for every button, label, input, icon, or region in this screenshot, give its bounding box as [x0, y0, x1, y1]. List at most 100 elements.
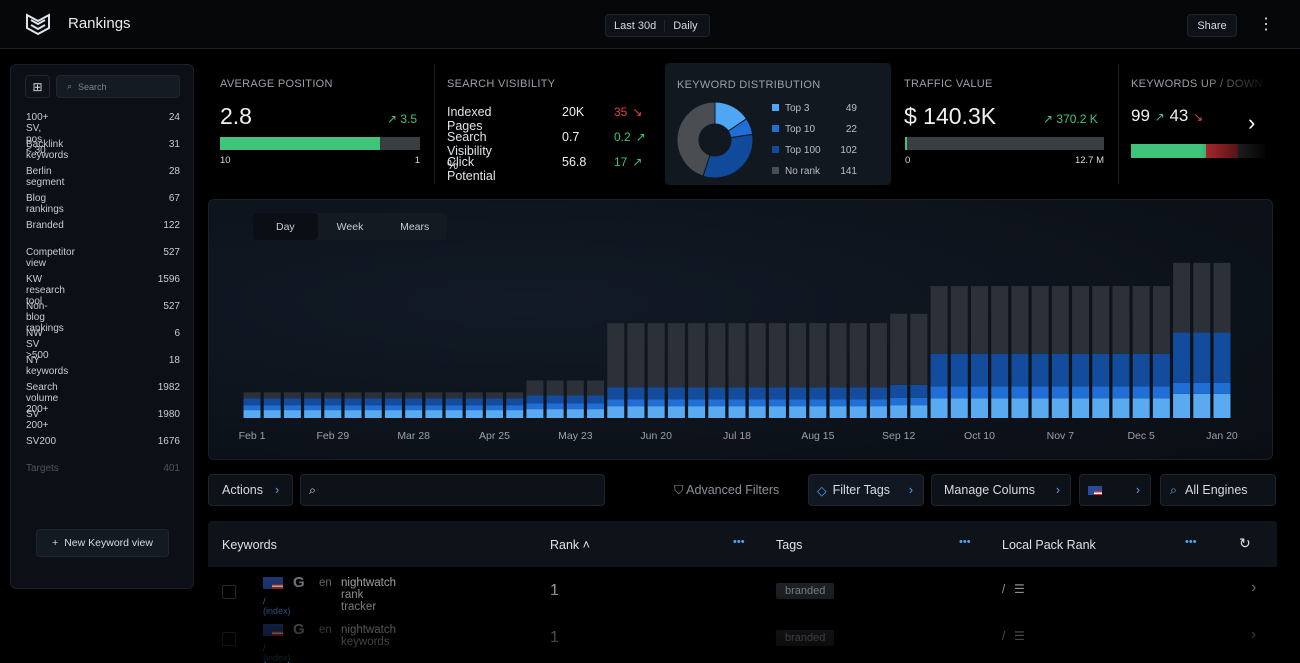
- bar-segment: [1031, 386, 1049, 399]
- view-name[interactable]: Branded: [26, 220, 64, 231]
- bar-segment: [809, 399, 827, 407]
- change-value: 35: [614, 105, 628, 119]
- column-menu[interactable]: •••: [959, 536, 971, 548]
- bar-segment: [991, 398, 1009, 418]
- bar-segment: [486, 410, 503, 418]
- bar-segment: [384, 398, 402, 406]
- page-title: Rankings: [68, 15, 131, 32]
- bar-segment: [546, 395, 564, 404]
- bar-segment: [910, 313, 928, 385]
- divider: [434, 64, 435, 184]
- view-count: 28: [168, 166, 180, 177]
- folder-button[interactable]: ⊞: [25, 75, 50, 98]
- tab[interactable]: Day: [253, 213, 318, 240]
- date-control: Last 30d Daily: [605, 14, 710, 37]
- view-name[interactable]: Competitor view: [26, 247, 75, 269]
- actions-button[interactable]: Actions ›: [208, 474, 293, 506]
- metric-value: 56.8: [562, 155, 587, 169]
- bar-segment: [304, 398, 322, 406]
- view-name[interactable]: Blog rankings: [26, 193, 64, 215]
- tab[interactable]: Mears: [400, 220, 430, 233]
- bar-segment: [708, 406, 726, 418]
- advanced-filters[interactable]: ⛉ Advanced Filters: [674, 483, 780, 497]
- bar-segment: [546, 403, 564, 410]
- bar-segment: [243, 392, 261, 399]
- bar-segment: [405, 410, 423, 418]
- bar-segment: [971, 353, 988, 387]
- bar-segment: [283, 392, 301, 399]
- refresh[interactable]: ↻: [1239, 535, 1251, 551]
- view-name[interactable]: Berlin segment: [26, 166, 65, 188]
- bar-segment: [1072, 398, 1090, 418]
- legend-value: 49: [846, 103, 858, 114]
- view-count: 67: [168, 193, 180, 204]
- search-field[interactable]: ⌕ Search: [56, 75, 180, 98]
- tab[interactable]: Week: [336, 220, 364, 233]
- view-count: 527: [163, 247, 180, 258]
- bar-segment: [869, 406, 887, 418]
- x-tick-label: Nov 7: [1047, 430, 1075, 442]
- bar-segment: [1132, 353, 1150, 387]
- view-count: 527: [163, 301, 180, 312]
- column-menu[interactable]: •••: [1185, 536, 1197, 548]
- filter-tags-button[interactable]: ◇ Filter Tags ›: [808, 474, 924, 506]
- column-header[interactable]: Rank ˄: [550, 538, 590, 552]
- bar-segment: [1152, 386, 1170, 399]
- kpi-title: AVERAGE POSITION: [220, 78, 333, 90]
- share-button[interactable]: Share: [1187, 14, 1237, 37]
- change-value: 370.2 K: [1056, 112, 1098, 126]
- x-tick-label: Aug 15: [801, 430, 834, 442]
- view-name[interactable]: KW research tool: [26, 274, 65, 307]
- bar-segment: [708, 399, 726, 407]
- bar-segment: [587, 409, 605, 418]
- legend-label: No rank: [785, 166, 821, 177]
- bar-segment: [728, 323, 746, 388]
- engines-button[interactable]: ⌕ All Engines: [1160, 474, 1276, 506]
- manage-columns-button[interactable]: Manage Colums ›: [931, 474, 1071, 506]
- bar-segment: [506, 410, 524, 418]
- bar-segment: [768, 323, 786, 388]
- bar-segment: [829, 399, 847, 407]
- view-name[interactable]: SV200: [26, 436, 57, 447]
- country-button[interactable]: ›: [1079, 474, 1151, 506]
- kpi-value: 2.8: [220, 103, 252, 129]
- bar-segment: [243, 410, 261, 418]
- bar-segment: [1031, 286, 1049, 354]
- down-count: 43: [1169, 106, 1189, 125]
- bar-segment: [809, 406, 827, 418]
- legend-value: 141: [840, 166, 857, 177]
- next-arrow[interactable]: ›: [1248, 110, 1256, 135]
- bar-segment: [465, 410, 483, 418]
- view-name[interactable]: 100+ SV, pos < 30: [26, 112, 49, 156]
- bar-segment: [486, 392, 503, 399]
- column-header[interactable]: Keywords: [222, 538, 277, 552]
- bar-segment: [1112, 353, 1130, 387]
- more-menu[interactable]: ⋮: [1258, 16, 1274, 33]
- keyword-search[interactable]: ⌕: [300, 474, 605, 506]
- view-name[interactable]: Backlink keywords: [26, 139, 69, 161]
- bar-segment: [344, 398, 362, 406]
- bar-segment: [587, 403, 605, 410]
- bar-segment: [405, 392, 423, 399]
- view-name[interactable]: Search volume 200+: [26, 382, 59, 415]
- column-menu[interactable]: •••: [733, 536, 745, 548]
- bar-segment: [384, 405, 402, 411]
- divider: [1118, 64, 1119, 184]
- view-name[interactable]: Non-blog rankings: [26, 301, 64, 334]
- bar-segment: [1132, 286, 1150, 354]
- x-tick-label: May 23: [558, 430, 593, 442]
- bar-segment: [445, 405, 463, 411]
- column-header[interactable]: Local Pack Rank: [1002, 538, 1096, 552]
- view-name[interactable]: SV 200+: [26, 409, 49, 431]
- bar-segment: [506, 398, 524, 406]
- range[interactable]: Last 30d: [606, 19, 666, 32]
- interval[interactable]: Daily: [673, 19, 698, 32]
- view-name[interactable]: NY keywords: [26, 355, 69, 377]
- column-header[interactable]: Tags: [776, 538, 803, 552]
- bar-segment: [263, 392, 281, 399]
- view-name[interactable]: Targets: [26, 463, 59, 474]
- new-view-button[interactable]: + New Keyword view: [36, 529, 169, 557]
- bar-segment: [1092, 286, 1110, 354]
- view-name[interactable]: NW SV >500: [26, 328, 49, 361]
